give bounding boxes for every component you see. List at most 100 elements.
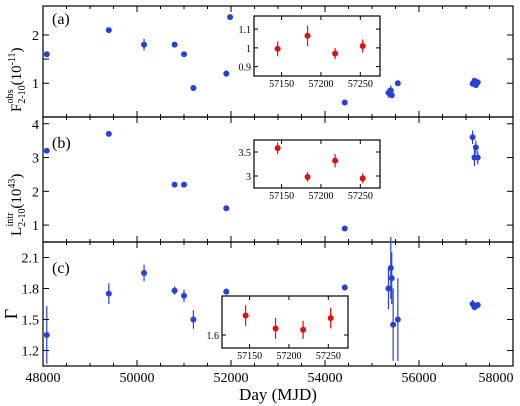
data-point: [341, 225, 348, 232]
inset-y-tick-label: 1.6: [207, 331, 220, 342]
y-tick-label: 1: [32, 219, 39, 234]
panel-c-inset-yticks: 1.6: [207, 331, 348, 342]
y-tick-label: 1.2: [22, 345, 40, 360]
y-tick-label: 1.8: [22, 283, 40, 298]
data-point: [105, 290, 112, 297]
data-point: [394, 316, 401, 323]
data-point: [43, 332, 50, 338]
data-point: [223, 288, 230, 295]
panel-c-frame: [42, 241, 514, 367]
inset-data-point: [274, 45, 281, 52]
panel-c-inset-xticks: 57150 57200 57250: [237, 296, 341, 362]
data-point: [388, 275, 395, 282]
inset-x-tick-label: 57150: [237, 351, 262, 362]
x-tick-label: 52000: [214, 371, 249, 386]
panel-a-xticks: [42, 6, 514, 117]
inset-data-point: [359, 175, 366, 182]
panel-a-yticks: 12: [32, 29, 513, 92]
data-point: [105, 130, 112, 137]
data-point: [474, 154, 481, 161]
inset-data-point: [332, 157, 339, 164]
panel-b-inset: 33.5 57150 57200 57250: [239, 139, 381, 202]
panel-b-frame: [42, 116, 514, 243]
panel-b-ylabel: L2-10intr(1043): [5, 174, 28, 236]
panel-a-frame: [42, 5, 514, 118]
data-point: [190, 316, 197, 323]
inset-x-tick-label: 57200: [308, 191, 333, 202]
inset-x-tick-label: 57200: [276, 351, 301, 362]
x-tick-label: 48000: [26, 371, 61, 386]
data-point: [43, 147, 50, 154]
x-tick-label: 54000: [308, 371, 343, 386]
data-point: [474, 79, 481, 86]
y-tick-label: 2: [32, 185, 39, 200]
data-point: [181, 292, 187, 299]
panel-a-label: (a): [52, 11, 70, 28]
inset-x-tick-label: 57200: [308, 79, 333, 90]
y-tick-label: 4: [32, 118, 39, 133]
inset-data-point: [274, 145, 281, 152]
panel-a-inset: 0.9 1 1.1 57150 57200 57250: [239, 15, 381, 90]
data-point: [388, 92, 395, 99]
panel-b-label: (b): [52, 135, 71, 152]
y-tick-label: 1: [32, 77, 39, 92]
y-tick-label: 1.5: [22, 314, 40, 329]
panel-b-ylabel-text: L2-10intr(1043): [5, 174, 28, 236]
inset-data-point: [272, 325, 279, 332]
panel-c-xticks: 48000 50000 52000 54000 56000 58000: [26, 242, 514, 386]
inset-x-tick-label: 57150: [269, 191, 294, 202]
data-point: [223, 205, 230, 212]
x-tick-label: 58000: [479, 371, 514, 386]
inset-data-point: [327, 315, 334, 322]
panel-b-inset-points: [274, 142, 366, 184]
panel-c-yticks: 1.2 1.5 1.8 2.1: [22, 252, 513, 360]
panel-a-inset-yticks: 0.9 1 1.1: [239, 25, 380, 74]
y-tick-label: 2.1: [22, 252, 40, 267]
data-point: [341, 99, 348, 106]
data-point: [394, 80, 401, 87]
inset-data-point: [300, 326, 307, 333]
inset-y-tick-label: 1: [246, 44, 251, 55]
y-tick-label: 2: [32, 29, 39, 44]
panel-c-inset-frame: [221, 295, 349, 349]
panel-c-inset-points: [242, 305, 334, 339]
y-tick-label: 3: [32, 152, 39, 167]
panel-b-inset-xticks: 57150 57200 57250: [269, 140, 373, 202]
inset-y-tick-label: 3: [246, 172, 251, 183]
panel-c-inset: 1.6 57150 57200 57250: [207, 295, 349, 362]
inset-data-point: [332, 50, 339, 57]
inset-y-tick-label: 0.9: [239, 63, 252, 74]
data-point: [181, 51, 187, 58]
data-point: [171, 181, 178, 188]
data-point: [190, 85, 197, 92]
inset-x-tick-label: 57250: [348, 79, 373, 90]
panel-a-inset-xticks: 57150 57200 57250: [269, 16, 373, 90]
data-point: [181, 181, 187, 188]
data-point: [472, 144, 479, 151]
data-point: [141, 270, 148, 276]
panel-b-xticks: [42, 117, 514, 242]
data-point: [385, 285, 392, 292]
inset-data-point: [359, 43, 366, 49]
panel-a-points: [43, 14, 481, 106]
inset-data-point: [304, 32, 311, 39]
panel-b-points: [43, 130, 481, 232]
inset-data-point: [242, 312, 249, 319]
data-point: [171, 41, 178, 48]
panel-a-ylabel-text: F2-10obs(10-11): [5, 47, 28, 112]
data-point: [390, 321, 397, 328]
panel-b-inset-frame: [253, 139, 381, 189]
inset-y-tick-label: 1.1: [239, 25, 252, 36]
x-axis-label: Day (MJD): [239, 385, 317, 404]
inset-x-tick-label: 57250: [316, 351, 341, 362]
data-point: [141, 41, 148, 48]
panel-c: (c) 1.2 1.5 1.8 2.1 48000 50000 52000 54000 560…: [1, 236, 514, 404]
panel-a-inset-frame: [253, 15, 381, 77]
panel-c-label: (c): [52, 260, 70, 277]
data-point: [105, 27, 112, 34]
data-point: [469, 134, 476, 141]
panel-c-ylabel: Γ: [1, 309, 21, 319]
inset-x-tick-label: 57250: [348, 191, 373, 202]
